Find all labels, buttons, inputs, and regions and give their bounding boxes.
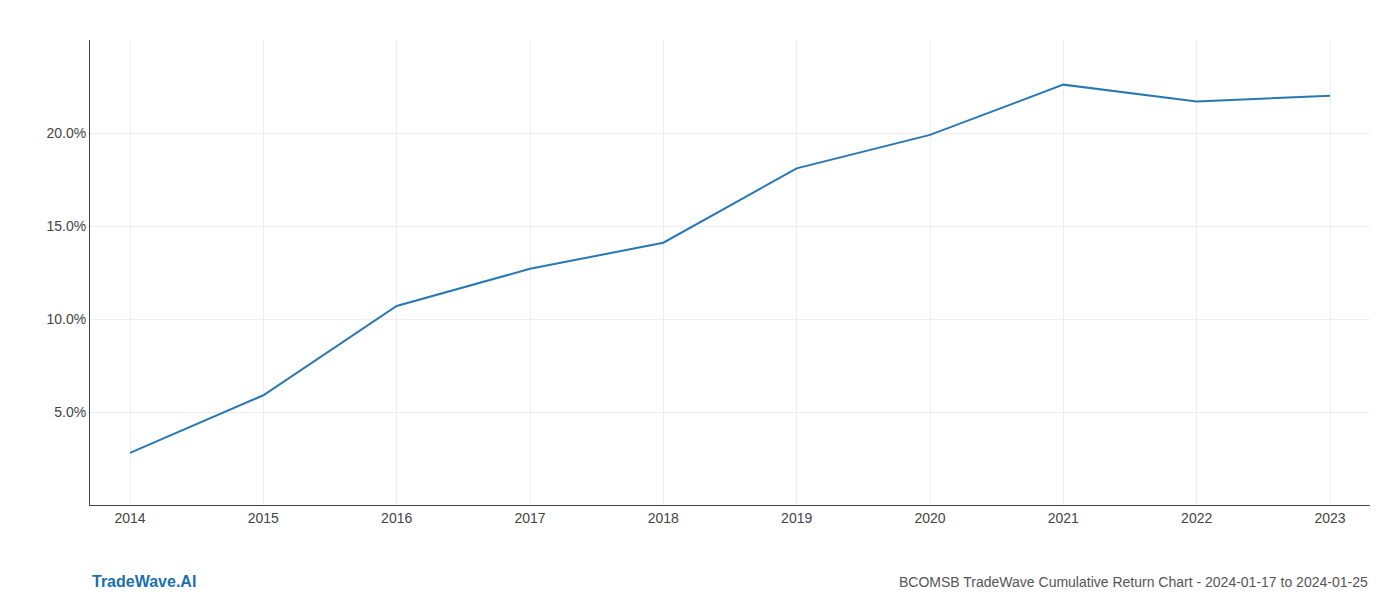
svg-text:5.0%: 5.0% [54,404,86,420]
svg-text:2021: 2021 [1048,510,1079,526]
svg-text:2018: 2018 [648,510,679,526]
svg-text:2020: 2020 [914,510,945,526]
svg-text:15.0%: 15.0% [46,218,86,234]
svg-text:2017: 2017 [514,510,545,526]
svg-text:2022: 2022 [1181,510,1212,526]
svg-text:20.0%: 20.0% [46,125,86,141]
svg-text:2016: 2016 [381,510,412,526]
svg-text:2023: 2023 [1314,510,1345,526]
svg-text:2019: 2019 [781,510,812,526]
svg-text:BCOMSB TradeWave Cumulative Re: BCOMSB TradeWave Cumulative Return Chart… [899,574,1368,590]
svg-text:10.0%: 10.0% [46,311,86,327]
svg-text:2014: 2014 [114,510,145,526]
svg-text:TradeWave.AI: TradeWave.AI [92,573,196,590]
svg-text:2015: 2015 [248,510,279,526]
